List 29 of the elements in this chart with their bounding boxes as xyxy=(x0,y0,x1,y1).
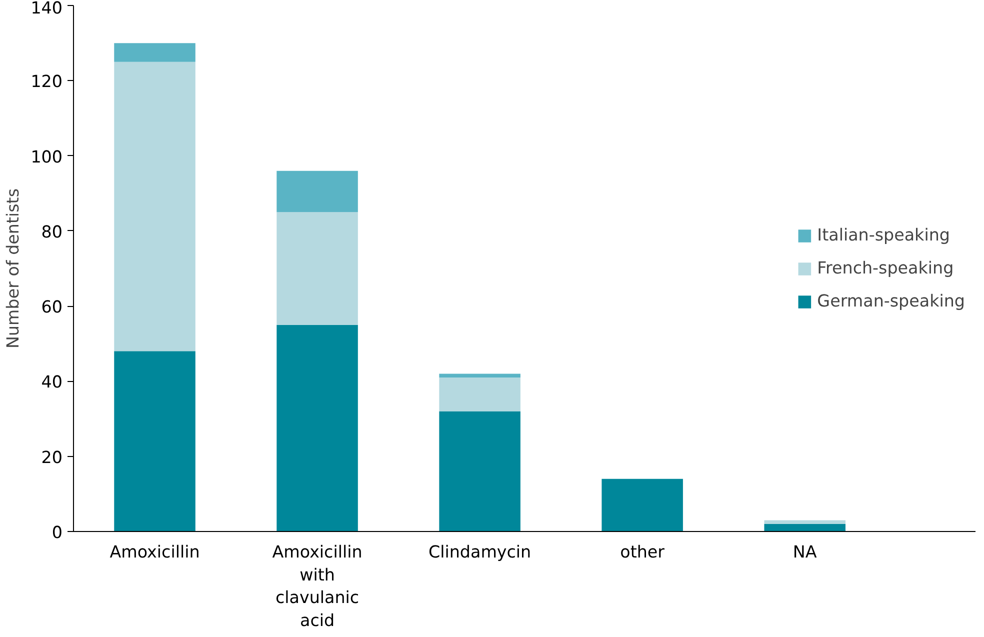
bar xyxy=(602,478,683,532)
bar xyxy=(276,324,358,532)
bar xyxy=(764,520,846,524)
legend-label: German-speaking xyxy=(817,292,965,310)
bar xyxy=(114,43,196,62)
y-tick-label: 120 xyxy=(30,72,63,92)
y-tick-label: 60 xyxy=(41,298,63,317)
bar xyxy=(439,374,520,378)
legend-label: French-speaking xyxy=(817,258,954,278)
bar xyxy=(276,170,358,212)
bar xyxy=(439,377,520,412)
bar xyxy=(114,62,196,352)
y-tick-label: 100 xyxy=(30,147,63,166)
x-tick-label: Clindamycin xyxy=(428,542,532,562)
bar xyxy=(764,524,846,532)
x-tick-label: other xyxy=(620,542,665,562)
bar xyxy=(439,411,520,532)
x-tick-label: NA xyxy=(792,542,818,562)
x-tick-label: Amoxicillin with clavulanic acid xyxy=(272,542,362,630)
y-tick-label: 140 xyxy=(30,0,63,18)
y-tick-label: 40 xyxy=(41,372,63,392)
y-tick-label: 80 xyxy=(41,222,63,242)
legend-label: Italian-speaking xyxy=(817,226,950,244)
x-tick-label: Amoxicillin xyxy=(110,542,200,562)
y-tick-label: 0 xyxy=(52,523,63,542)
y-tick-label: 20 xyxy=(41,448,63,467)
y-axis-title: Number of dentists xyxy=(4,188,23,348)
bar xyxy=(114,351,196,532)
bar xyxy=(276,212,358,325)
